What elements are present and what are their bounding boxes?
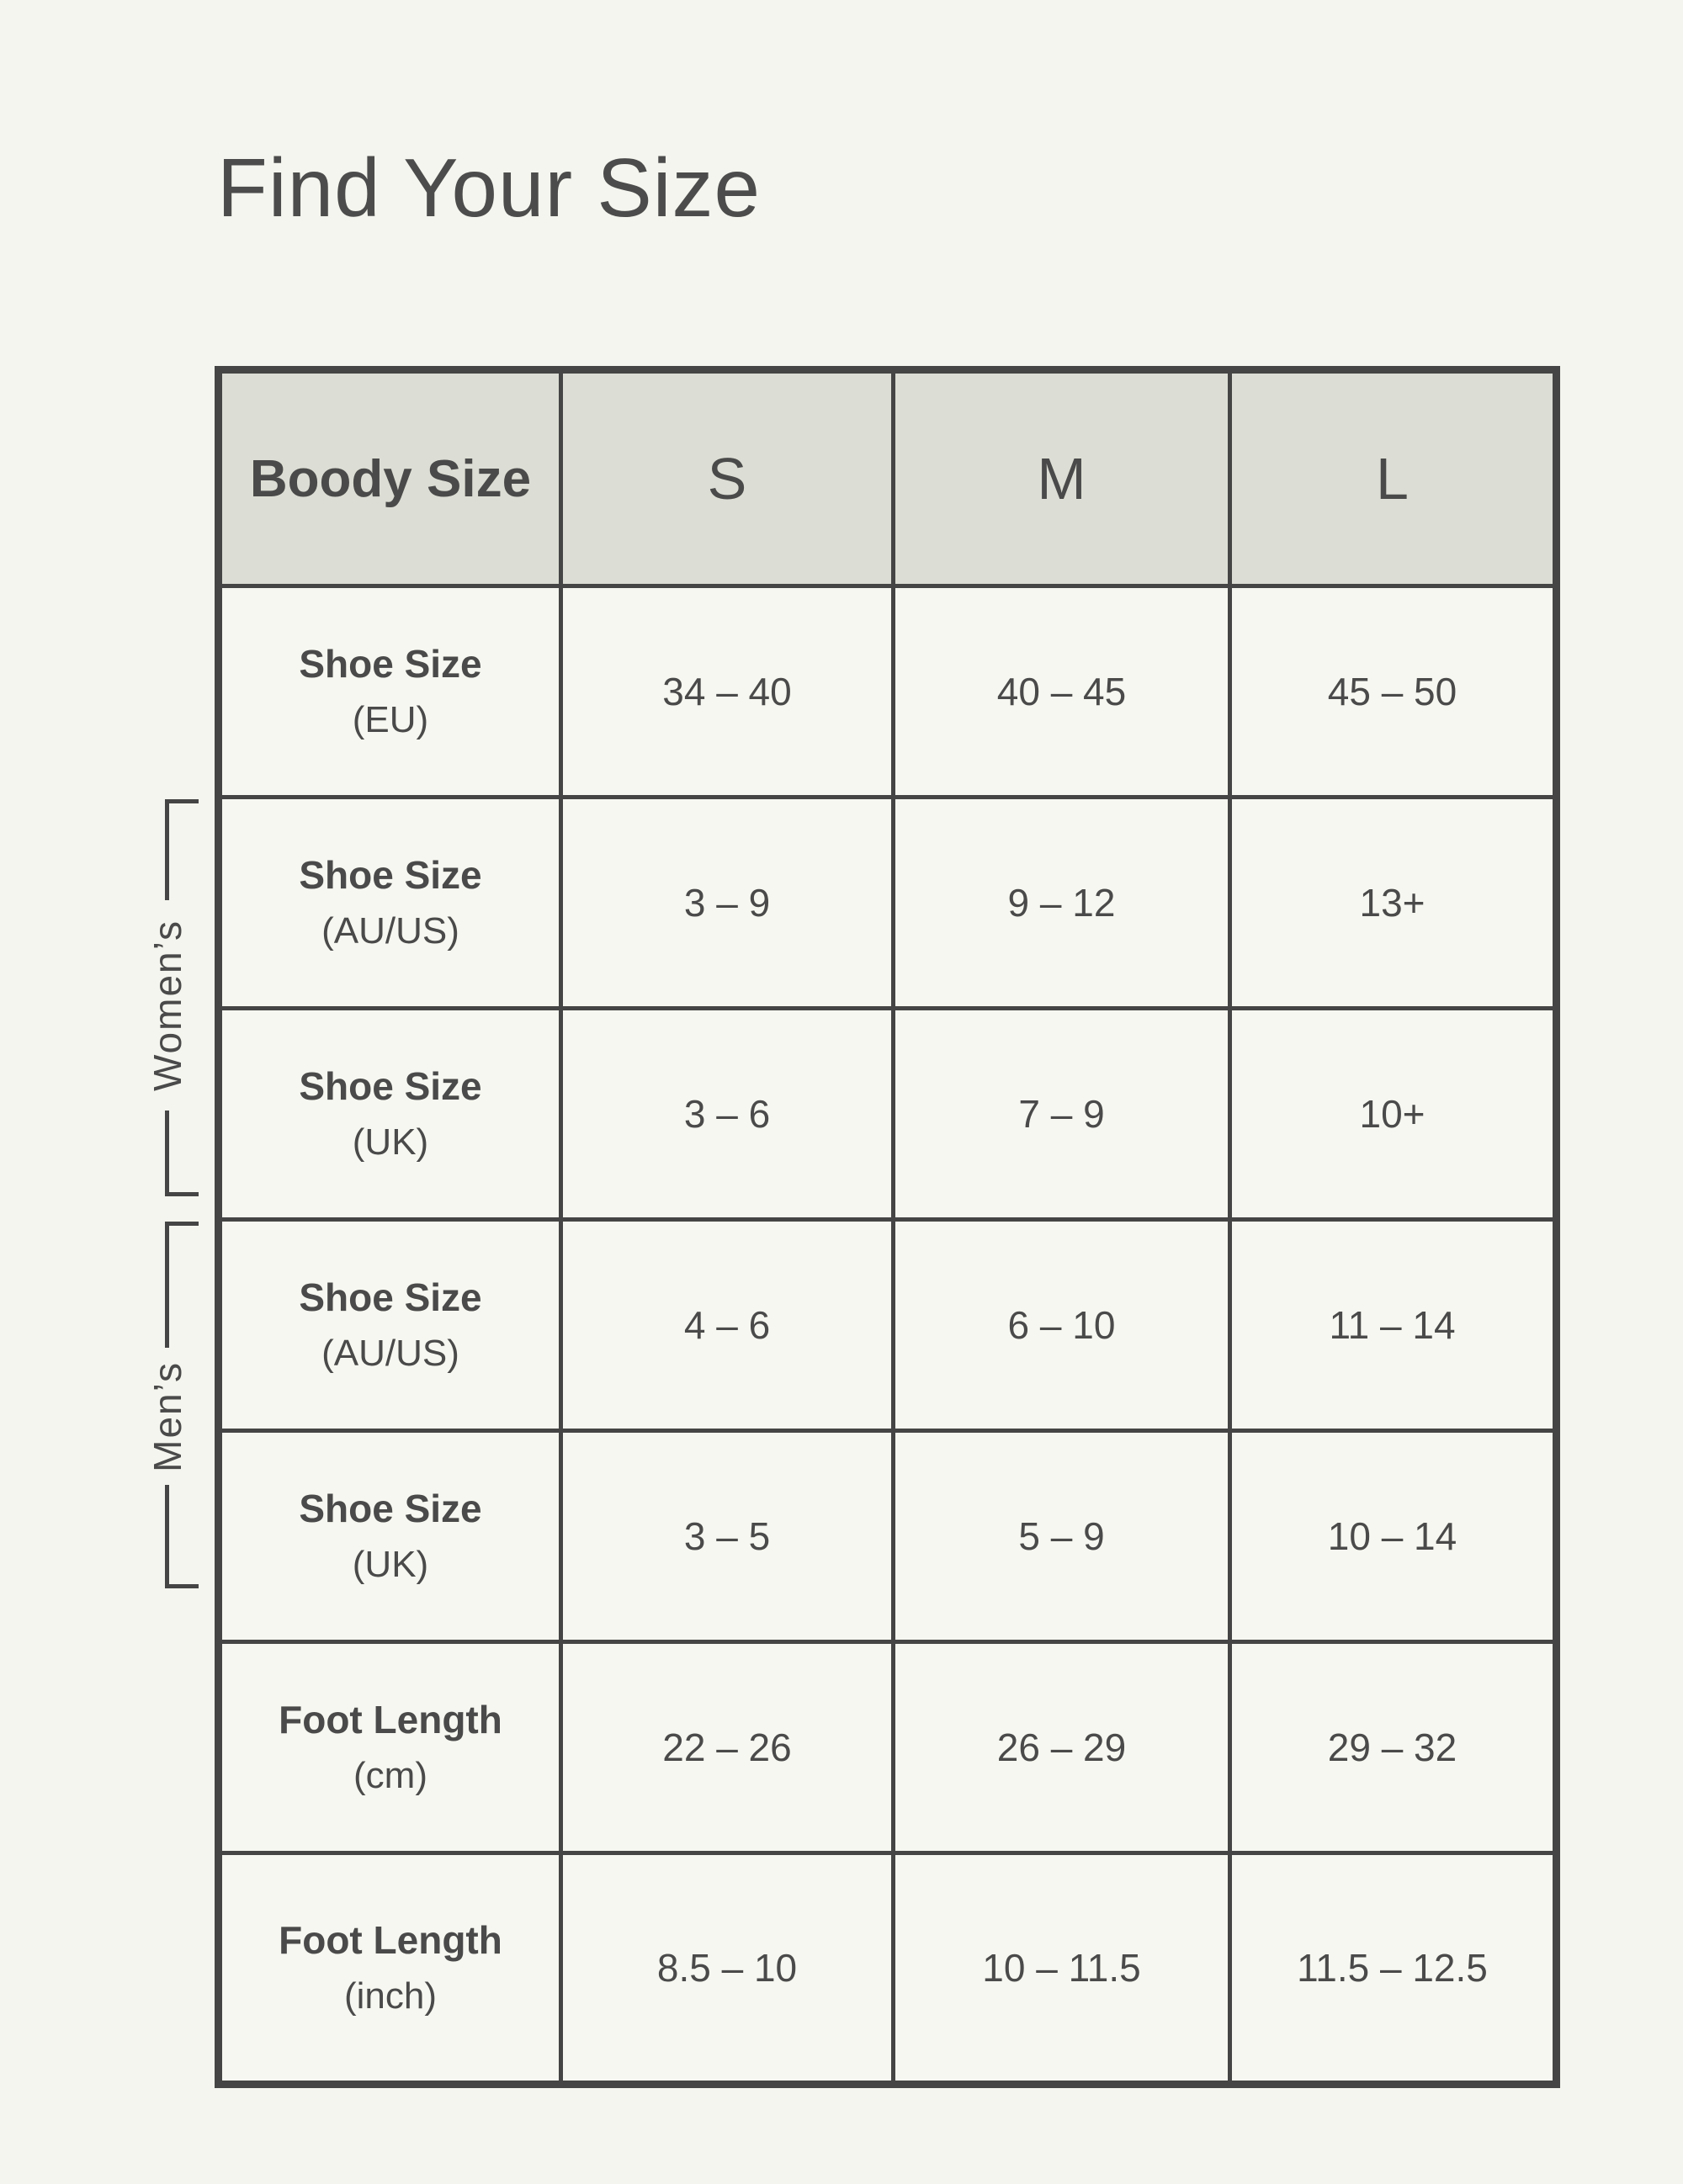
table-header-row: Boody Size S M L [216,368,1558,588]
row-sublabel: (UK) [352,1121,429,1163]
cell-value: 29 – 32 [1228,1640,1558,1855]
mens-bracket-label-wrap: Men’s [142,1348,193,1485]
row-label: Foot Length [279,1698,502,1741]
cell-value: 22 – 26 [559,1640,895,1855]
value-text: 11 – 14 [1329,1303,1456,1347]
mens-bracket-line-top [165,1222,169,1348]
header-cell-s: S [559,368,895,588]
womens-bracket-line-bottom [165,1111,169,1196]
cell-value: 5 – 9 [891,1429,1232,1644]
value-text: 6 – 10 [1007,1303,1116,1347]
cell-value: 9 – 12 [891,795,1232,1010]
row-label-cell: Foot Length (cm) [216,1640,563,1855]
value-text: 9 – 12 [1007,881,1116,925]
womens-bracket-tick-bottom [165,1192,199,1196]
value-text: 22 – 26 [662,1725,792,1769]
cell-value: 3 – 9 [559,795,895,1010]
row-sublabel: (EU) [352,699,429,740]
womens-bracket-line-top [165,799,169,900]
header-cell-l: L [1228,368,1558,588]
cell-value: 3 – 5 [559,1429,895,1644]
row-label-cell: Shoe Size (UK) [216,1429,563,1644]
cell-value: 40 – 45 [891,584,1232,799]
value-text: 26 – 29 [996,1725,1127,1769]
row-sublabel: (cm) [353,1755,427,1796]
mens-bracket-tick-top [165,1222,199,1226]
womens-label: Women’s [146,919,189,1092]
table-row-womens-shoe-size-auus: Shoe Size (AU/US) 3 – 9 9 – 12 13+ [216,795,1558,1010]
mens-bracket: Men’s [146,1222,200,1588]
table-row-womens-shoe-size-uk: Shoe Size (UK) 3 – 6 7 – 9 10+ [216,1006,1558,1222]
value-text: 3 – 6 [683,1092,771,1136]
cell-value: 34 – 40 [559,584,895,799]
row-sublabel: (inch) [343,1975,438,2017]
value-text: 13+ [1359,881,1426,925]
value-text: 34 – 40 [662,670,792,713]
cell-value: 10+ [1228,1006,1558,1222]
cell-value: 11.5 – 12.5 [1228,1851,1558,2086]
cell-value: 13+ [1228,795,1558,1010]
row-label-cell: Shoe Size (AU/US) [216,795,563,1010]
cell-value: 8.5 – 10 [559,1851,895,2086]
row-label-cell: Shoe Size (UK) [216,1006,563,1222]
value-text: 10 – 11.5 [982,1946,1141,1990]
table-row-shoe-size-eu: Shoe Size (EU) 34 – 40 40 – 45 45 – 50 [216,584,1558,799]
cell-value: 10 – 14 [1228,1429,1558,1644]
header-cell-boody-size: Boody Size [216,368,563,588]
womens-bracket: Women’s [146,799,200,1196]
value-text: 5 – 9 [1018,1514,1105,1558]
value-text: 45 – 50 [1327,670,1457,713]
size-table: Boody Size S M L Shoe Size (EU) 34 – 40 … [215,366,1560,2088]
value-text: 7 – 9 [1018,1092,1105,1136]
row-label: Foot Length [279,1918,502,1962]
row-label: Shoe Size [299,1487,482,1530]
row-label-cell: Foot Length (inch) [216,1851,563,2086]
table-row-mens-shoe-size-auus: Shoe Size (AU/US) 4 – 6 6 – 10 11 – 14 [216,1217,1558,1433]
value-text: 29 – 32 [1327,1725,1457,1769]
value-text: 8.5 – 10 [656,1946,798,1990]
table-row-foot-length-inch: Foot Length (inch) 8.5 – 10 10 – 11.5 11… [216,1851,1558,2086]
mens-bracket-tick-bottom [165,1584,199,1588]
value-text: 10+ [1359,1092,1426,1136]
value-text: 40 – 45 [996,670,1127,713]
womens-bracket-tick-top [165,799,199,803]
row-sublabel: (UK) [352,1544,429,1585]
row-sublabel: (AU/US) [321,910,459,952]
table-row-foot-length-cm: Foot Length (cm) 22 – 26 26 – 29 29 – 32 [216,1640,1558,1855]
cell-value: 45 – 50 [1228,584,1558,799]
cell-value: 26 – 29 [891,1640,1232,1855]
value-text: 3 – 5 [683,1514,771,1558]
womens-bracket-label-wrap: Women’s [142,900,193,1111]
page-title: Find Your Size [217,141,761,234]
row-label: Shoe Size [299,853,482,897]
row-label: Shoe Size [299,1064,482,1108]
row-label: Shoe Size [299,642,482,686]
value-text: 11.5 – 12.5 [1297,1946,1488,1990]
cell-value: 4 – 6 [559,1217,895,1433]
row-label-cell: Shoe Size (AU/US) [216,1217,563,1433]
value-text: 4 – 6 [683,1303,771,1347]
row-label-cell: Shoe Size (EU) [216,584,563,799]
value-text: 3 – 9 [683,881,771,925]
header-cell-m: M [891,368,1232,588]
cell-value: 3 – 6 [559,1006,895,1222]
mens-label: Men’s [146,1360,189,1472]
mens-bracket-line-bottom [165,1485,169,1584]
value-text: 10 – 14 [1327,1514,1457,1558]
row-sublabel: (AU/US) [321,1333,459,1374]
cell-value: 6 – 10 [891,1217,1232,1433]
cell-value: 7 – 9 [891,1006,1232,1222]
cell-value: 11 – 14 [1228,1217,1558,1433]
row-label: Shoe Size [299,1275,482,1319]
table-row-mens-shoe-size-uk: Shoe Size (UK) 3 – 5 5 – 9 10 – 14 [216,1429,1558,1644]
cell-value: 10 – 11.5 [891,1851,1232,2086]
